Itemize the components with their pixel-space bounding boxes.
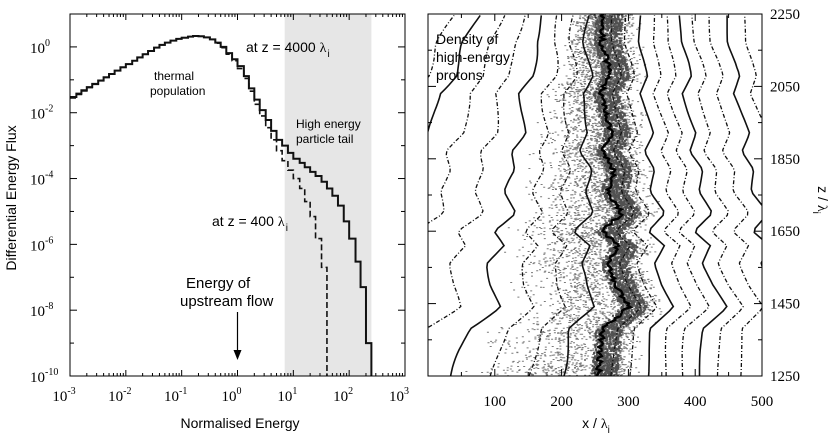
right-y-tick-label: 2250 — [770, 7, 800, 23]
field-lines — [428, 14, 762, 376]
right-y-axis-label: z / λi — [810, 186, 831, 214]
left-y-tick-label: 10-6 — [30, 235, 53, 254]
tail-label-1: High energy — [296, 117, 361, 131]
left-y-tick-label: 10-8 — [30, 301, 53, 320]
thermal-label-1: thermal — [154, 69, 194, 83]
right-y-tick-label: 1450 — [770, 297, 800, 313]
right-y-tick-label: 1650 — [770, 224, 800, 240]
energy-arrow — [233, 312, 242, 360]
high-energy-tail-region — [284, 14, 372, 376]
right-y-tick-label: 1250 — [770, 369, 800, 385]
left-x-tick-label: 10-2 — [108, 386, 131, 405]
left-x-tick-label: 10-3 — [52, 386, 75, 405]
left-x-tick-label: 101 — [277, 386, 297, 405]
thermal-label-2: population — [150, 84, 205, 98]
spectrum-line-dashed — [70, 35, 328, 376]
right-y-tick-label: 2050 — [770, 79, 800, 95]
density-panel: 100 200 300 400 500125014501650185020502250 … — [427, 7, 831, 436]
left-x-axis-label: Normalised Energy — [180, 415, 299, 431]
density-title-1: Density of — [436, 31, 498, 47]
right-x-tick-label: 200 — [550, 394, 573, 410]
z400-label: at z = 400 λi — [212, 213, 288, 234]
left-x-tick-label: 102 — [333, 386, 353, 405]
density-field — [465, 14, 663, 376]
density-title-3: protons — [436, 67, 483, 83]
z4000-label: at z = 4000 λi — [246, 39, 330, 60]
left-x-tick-label: 100 — [222, 386, 242, 405]
energy-spectrum-panel: 10-3 10-2 10-1 100 101 102 103 100 10-2 10-4 10-6 1… — [3, 13, 409, 431]
right-x-tick-label: 300 — [617, 394, 640, 410]
density-title-2: high-energy — [436, 49, 510, 65]
right-x-axis-label: x / λi — [582, 415, 610, 436]
right-y-tick-label: 1850 — [770, 152, 800, 168]
front-line — [594, 14, 634, 376]
tail-label-2: particle tail — [296, 132, 353, 146]
left-y-axis-label: Differential Energy Flux — [3, 125, 19, 270]
right-x-tick-label: 100 — [484, 394, 507, 410]
left-y-tick-label: 100 — [30, 38, 50, 57]
left-y-tick-label: 10-4 — [30, 170, 53, 189]
left-y-tick-label: 10-10 — [30, 367, 58, 386]
left-y-tick-label: 10-2 — [30, 104, 53, 123]
right-x-tick-label: 500 — [751, 394, 774, 410]
energy-arrow-label-1: Energy of — [186, 275, 251, 292]
right-x-tick-label: 400 — [684, 394, 707, 410]
left-x-tick-label: 103 — [389, 386, 409, 405]
energy-arrow-label-2: upstream flow — [180, 293, 274, 310]
left-x-tick-label: 10-1 — [164, 386, 187, 405]
